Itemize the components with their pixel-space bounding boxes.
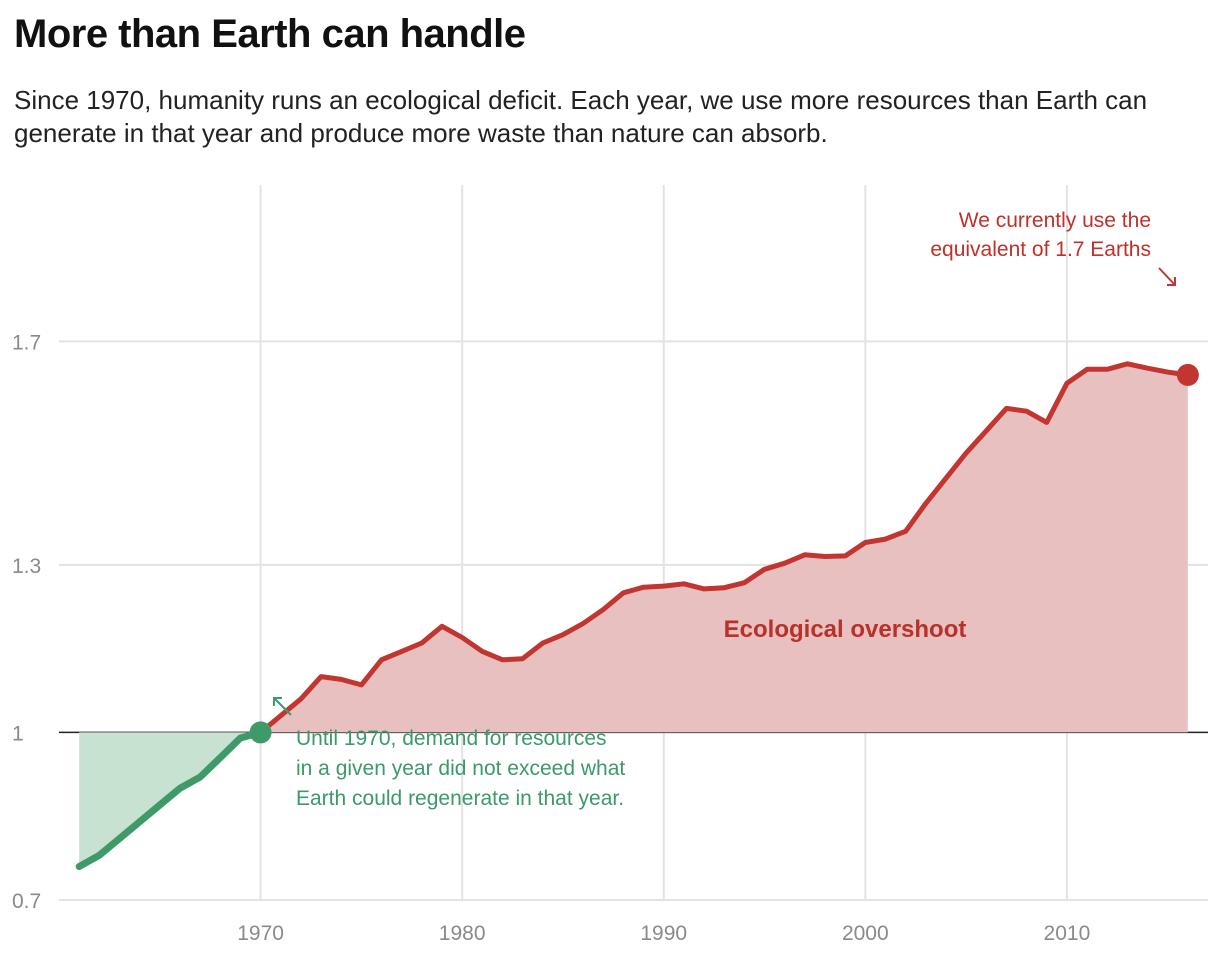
y-tick-label: 0.7 <box>12 890 41 913</box>
overshoot-area <box>260 363 1188 733</box>
area-fills <box>79 363 1188 867</box>
tick-labels: 1970 1980 1990 2000 2010 0.7 1 1.3 1.7 <box>12 331 1090 945</box>
x-tick-label: 1990 <box>640 922 687 945</box>
x-tick-label: 2010 <box>1044 922 1091 945</box>
series-line-after-1970 <box>258 361 1191 735</box>
series-line-before-1970 <box>75 728 265 870</box>
annotations: We currently use the equivalent of 1.7 Ea… <box>273 209 1176 810</box>
arrow-to-latest <box>1158 267 1176 286</box>
marker-latest <box>1176 363 1199 386</box>
annotation-current-line: We currently use the <box>959 209 1151 232</box>
annotation-1970-line: in a given year did not exceed what <box>296 757 625 780</box>
x-tick-label: 1970 <box>237 922 284 945</box>
x-tick-label: 2000 <box>842 922 889 945</box>
y-tick-label: 1.7 <box>12 331 41 354</box>
arrowhead-latest <box>1167 277 1176 286</box>
arrow-to-1970 <box>273 697 292 716</box>
annotation-1970-line: Earth could regenerate in that year. <box>296 787 624 810</box>
series-lines <box>75 361 1199 870</box>
overshoot-label: Ecological overshoot <box>724 616 967 643</box>
chart-subtitle: Since 1970, humanity runs an ecological … <box>14 85 1148 148</box>
marker-1970 <box>249 721 272 744</box>
annotation-current-line: equivalent of 1.7 Earths <box>930 238 1151 261</box>
x-tick-label: 1980 <box>439 922 486 945</box>
annotation-1970-line: Until 1970, demand for resources <box>296 727 607 750</box>
chart-title: More than Earth can handle <box>14 12 526 56</box>
y-tick-label: 1 <box>12 722 24 745</box>
y-tick-label: 1.3 <box>12 555 41 578</box>
arrowhead-1970 <box>273 697 282 706</box>
